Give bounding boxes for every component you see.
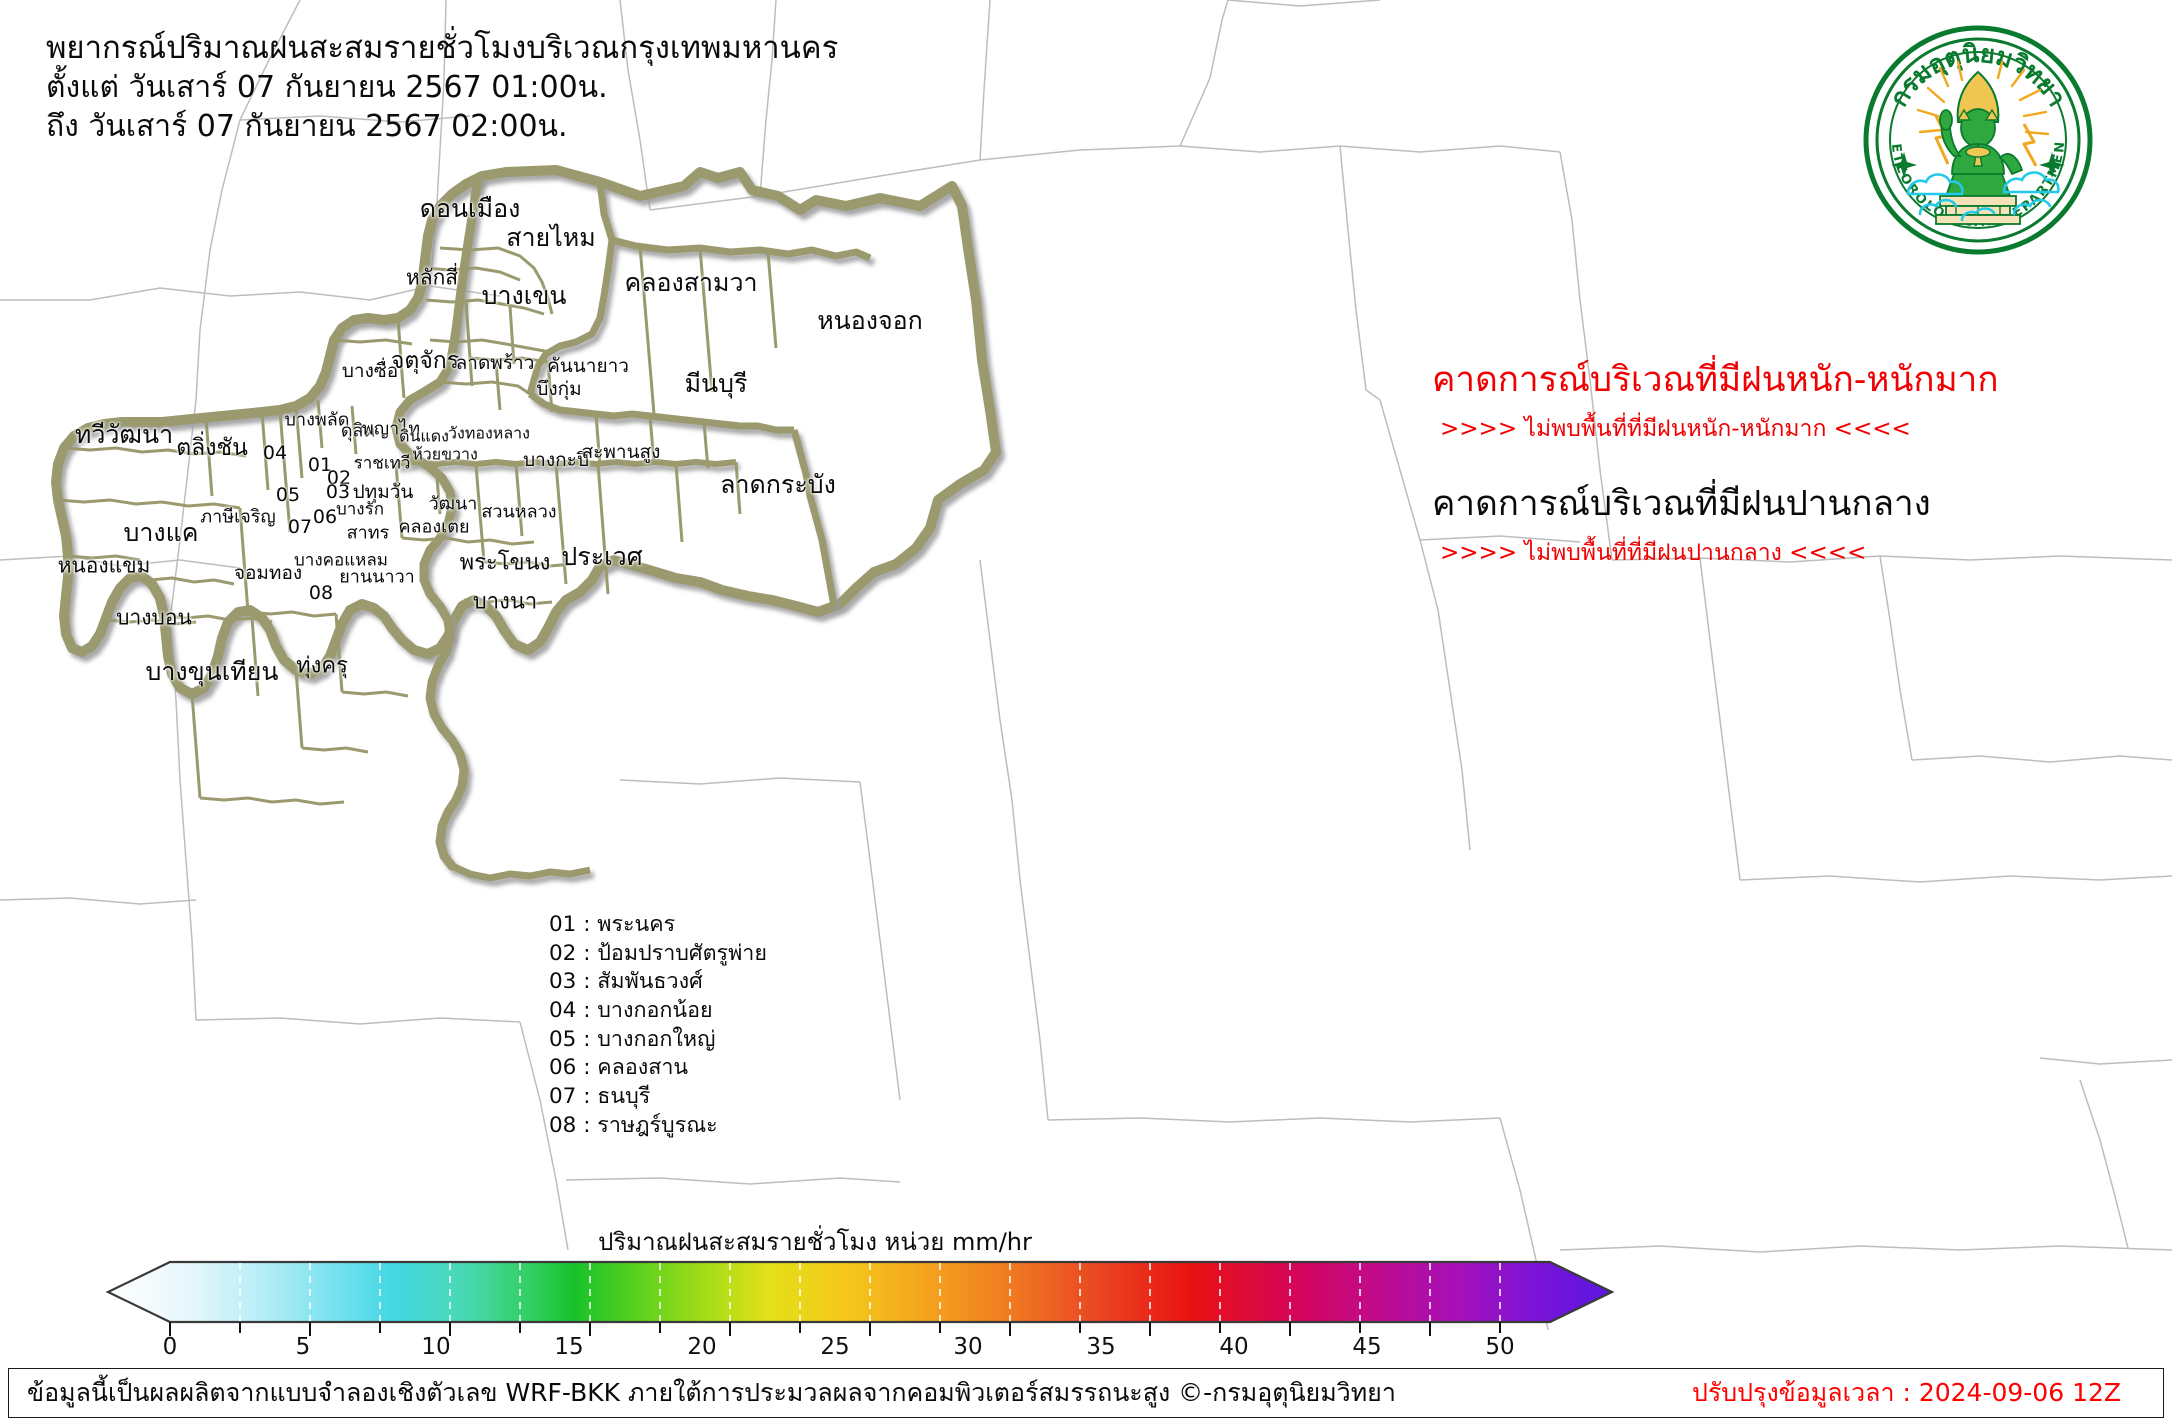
bangkok-outer-boundary (51, 165, 1001, 699)
district-label: มีนบุรี (684, 369, 748, 398)
district-label: ราชเทวี (353, 453, 411, 474)
colorbar-graphic (105, 1260, 1615, 1336)
district-code-legend-row: 05 : บางกอกใหญ่ (549, 1026, 716, 1052)
colorbar-tick-label: 45 (1352, 1334, 1382, 1360)
page-title: พยากรณ์ปริมาณฝนสะสมรายชั่วโมงบริเวณกรุงเ… (46, 28, 838, 146)
district-label: บางกะปิ (523, 449, 589, 471)
district-code-legend-row: 08 : ราษฎร์บูรณะ (549, 1112, 718, 1138)
district-label: คลองเตย (398, 516, 470, 538)
district-code-legend-row: 07 : ธนบุรี (549, 1084, 651, 1110)
district-code-marker: 04 (262, 442, 288, 464)
district-code-legend-row: 04 : บางกอกน้อย (549, 998, 713, 1024)
district-label: คันนายาว (547, 355, 629, 377)
sub-boundary-central-band (395, 459, 737, 467)
colorbar-tick-label: 40 (1219, 1334, 1249, 1360)
heavy-rain-result: >>>> ไม่พบพื้นที่ที่มีฝนหนัก-หนักมาก <<<… (1440, 416, 1911, 443)
neighbour-province-outlines (0, 0, 2172, 1331)
district-label: หลักสี่ (405, 265, 459, 290)
district-label: บางขุนเทียน (145, 657, 279, 686)
district-label: หนองแขม (57, 553, 151, 578)
district-code-legend-row: 03 : สัมพันธวงศ์ (549, 969, 703, 995)
district-code-legend-row: 06 : คลองสาน (549, 1055, 689, 1081)
colorbar-tick-label: 20 (687, 1334, 717, 1360)
district-label: สายไหม (506, 223, 596, 252)
district-label: ยานนาวา (339, 566, 415, 588)
district-label: บางซื่อ (341, 360, 399, 382)
colorbar-tick-label: 35 (1086, 1334, 1116, 1360)
heavy-rain-heading: คาดการณ์บริเวณที่มีฝนหนัก-หนักมาก (1432, 360, 1999, 400)
district-code-marker: 03 (325, 481, 351, 503)
district-label: สวนหลวง (481, 501, 557, 523)
forecast-info-panel: คาดการณ์บริเวณที่มีฝนหนัก-หนักมาก >>>> ไ… (1432, 360, 2092, 568)
colorbar-title: ปริมาณฝนสะสมรายชั่วโมง หน่วย mm/hr (598, 1228, 1032, 1256)
sub-boundary-bangkhen (526, 239, 616, 395)
internal-district-boundaries (57, 245, 778, 806)
district-code-legend-row: 02 : ป้อมปราบศัตรูพ่าย (549, 940, 767, 966)
moderate-rain-heading: คาดการณ์บริเวณที่มีฝนปานกลาง (1432, 483, 1931, 524)
colorbar-tick-label: 10 (421, 1334, 451, 1360)
district-code-marker: 08 (308, 582, 334, 604)
sub-boundary-southwest (450, 862, 591, 882)
district-label: วัฒนา (428, 493, 478, 515)
colorbar: ปริมาณฝนสะสมรายชั่วโมง หน่วย mm/hr 0 5 10 1… (0, 1228, 1620, 1368)
colorbar-tick-label: 50 (1485, 1334, 1515, 1360)
district-label: จตุจักร (390, 348, 460, 374)
footer-update-time: ปรับปรุงข้อมูลเวลา : 2024-09-06 12Z (1692, 1378, 2122, 1407)
title-line-2-start-time: ตั้งแต่ วันเสาร์ 07 กันยายน 2567 01:00น. (46, 70, 608, 106)
district-label: จอมทอง (233, 562, 303, 584)
district-code-marker: 05 (275, 484, 301, 506)
district-label: บางบอน (116, 605, 192, 630)
district-code-marker: 01 (307, 454, 333, 476)
title-line-1: พยากรณ์ปริมาณฝนสะสมรายชั่วโมงบริเวณกรุงเ… (46, 30, 839, 66)
district-label: ดินแดง (399, 426, 449, 446)
title-line-3-end-time: ถึง วันเสาร์ 07 กันยายน 2567 02:00น. (46, 109, 568, 145)
district-label: หนองจอก (817, 306, 923, 335)
district-label: สะพานสูง (581, 441, 661, 463)
district-label: คลองสามวา (624, 268, 758, 297)
district-label: ภาษีเจริญ (200, 506, 276, 528)
moderate-rain-result: >>>> ไม่พบพื้นที่ที่มีฝนปานกลาง <<<< (1440, 540, 1867, 567)
district-label: ห้วยขวาง (412, 444, 478, 464)
district-code-marker: 06 (312, 506, 338, 528)
district-label: วังทองหลาง (448, 423, 530, 443)
district-code-marker: 02 (326, 467, 352, 489)
colorbar-tick-label: 30 (953, 1334, 983, 1360)
district-label: ดุสิต (340, 420, 376, 442)
district-label: ประเวศ (561, 542, 643, 571)
colorbar-tick-label: 25 (820, 1334, 850, 1360)
footer-bar: ข้อมูลนี้เป็นผลผลิตจากแบบจำลองเชิงตัวเลข… (8, 1368, 2164, 1418)
district-code-marker: 07 (287, 516, 313, 538)
district-label: ตลิ่งชัน (176, 435, 248, 461)
colorbar-tick-labels: 0 5 10 15 20 25 30 35 40 45 50 (0, 1320, 1620, 1360)
district-code-legend: 01 : พระนคร 02 : ป้อมปราบศัตรูพ่าย 03 : สั… (549, 911, 767, 1141)
tmd-seal-logo: กรมอุตุนิยมวิทยา METEOROLOGICAL DEPARTME… (1862, 24, 2094, 256)
district-label: ลาดกระบัง (720, 470, 836, 499)
district-label: บึงกุ่ม (536, 378, 582, 400)
colorbar-tick-label: 5 (295, 1334, 311, 1360)
sub-boundary-east-lower (790, 429, 838, 607)
colorbar-tick-label: 0 (162, 1334, 178, 1360)
tmd-seal-logo-graphic: กรมอุตุนิยมวิทยา METEOROLOGICAL DEPARTME… (1862, 24, 2093, 255)
colorbar-tick-label: 15 (554, 1334, 584, 1360)
sub-boundary-east-mid (527, 391, 794, 434)
district-label: ลาดพร้าว (455, 352, 535, 374)
district-label: บางพลัด (284, 409, 350, 431)
footer-attribution: ข้อมูลนี้เป็นผลผลิตจากแบบจำลองเชิงตัวเลข… (27, 1378, 1396, 1407)
district-label: สาทร (346, 522, 390, 544)
district-label: บางคอแหลม (293, 550, 389, 571)
district-label: บางแค (123, 518, 199, 547)
district-label: พระโขนง (459, 550, 551, 576)
district-label: บางรัก (335, 499, 385, 520)
district-label: พญาไท (361, 418, 421, 440)
district-label: ดอนเมือง (419, 194, 521, 223)
district-label: บางนา (472, 589, 538, 615)
district-label: ทวีวัฒนา (74, 420, 174, 449)
chao-phraya-river-line (391, 173, 483, 871)
district-label: บางเขน (481, 281, 567, 310)
district-code-legend-row: 01 : พระนคร (549, 912, 676, 937)
district-label: ปทุมวัน (352, 481, 414, 503)
district-label: ทุ่งครุ (296, 653, 348, 679)
